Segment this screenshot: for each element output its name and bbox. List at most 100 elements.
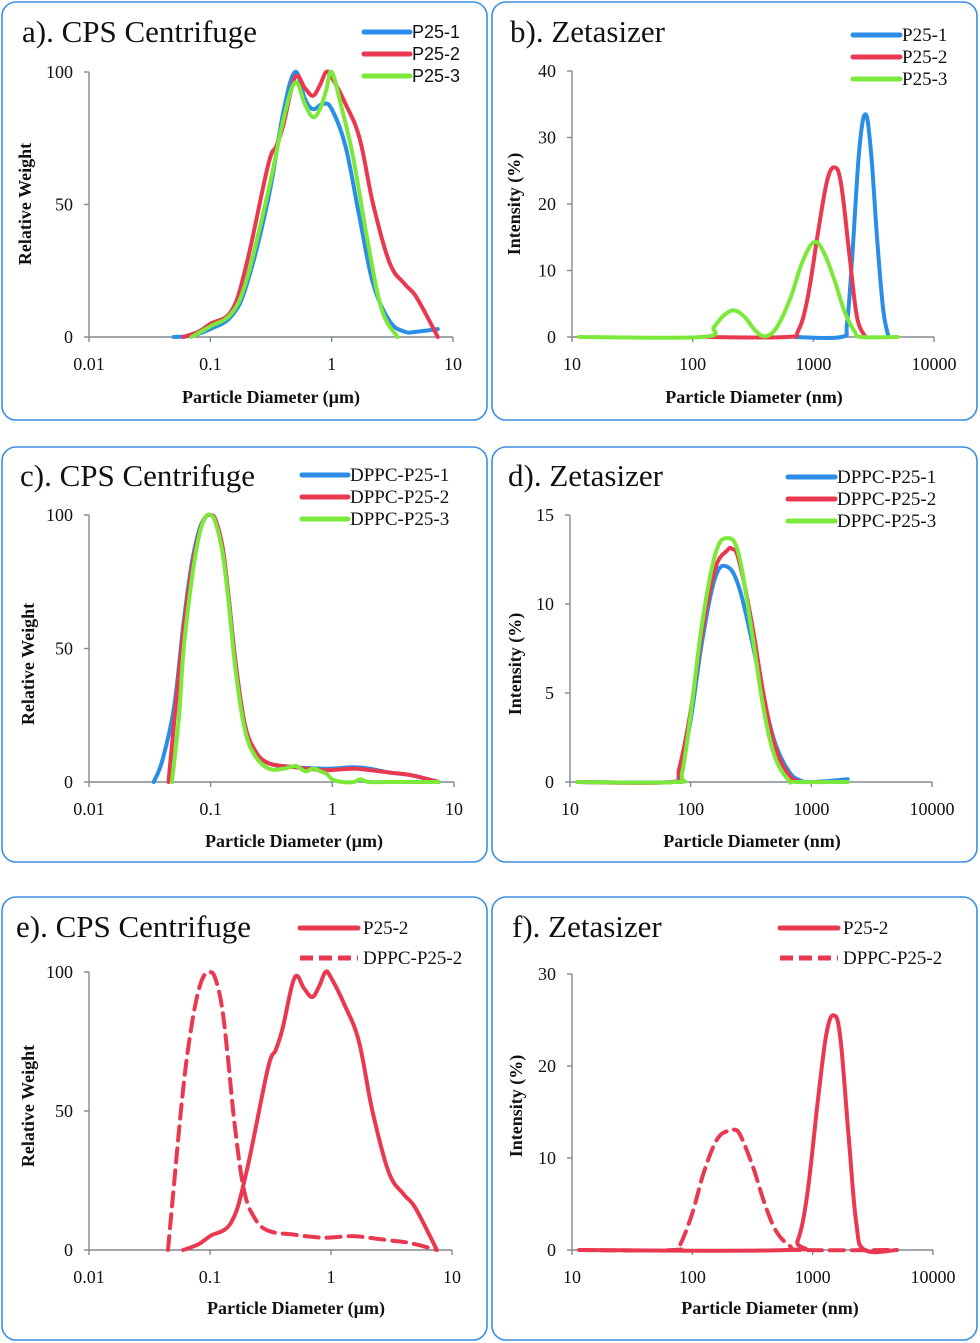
y-tick-label: 10: [538, 1148, 556, 1168]
x-axis-label: Particle Diameter (nm): [681, 1298, 859, 1319]
x-tick-label: 10000: [911, 1267, 956, 1287]
legend-label: P25-2: [363, 918, 408, 939]
y-tick-label: 0: [64, 327, 73, 347]
panel-title: f). Zetasizer: [512, 909, 662, 944]
x-tick-label: 0.1: [199, 354, 222, 374]
y-tick-label: 50: [55, 639, 73, 659]
legend-label: DPPC-P25-2: [843, 948, 942, 969]
y-tick-label: 30: [538, 964, 556, 984]
x-tick-label: 10000: [912, 354, 957, 374]
x-tick-label: 1000: [795, 354, 831, 374]
y-axis-label: Relative Weight: [18, 603, 38, 725]
x-tick-label: 10: [444, 354, 462, 374]
x-tick-label: 1: [328, 799, 337, 819]
y-tick-label: 50: [55, 195, 73, 215]
legend-label: DPPC-P25-2: [363, 948, 462, 969]
x-tick-label: 0.01: [73, 799, 105, 819]
x-axis-label: Particle Diameter (µm): [205, 831, 383, 852]
y-tick-label: 100: [46, 62, 73, 82]
x-axis-label: Particle Diameter (µm): [207, 1298, 385, 1319]
legend-label: DPPC-P25-1: [837, 467, 936, 488]
series-line-p25-2: [704, 165, 868, 340]
y-axis-label: Relative Weight: [15, 143, 35, 265]
y-tick-label: 10: [538, 261, 556, 281]
legend: P25-2 DPPC-P25-2: [777, 918, 942, 969]
x-tick-label: 10: [561, 799, 579, 819]
panel-title: b). Zetasizer: [510, 14, 666, 49]
x-tick-label: 1: [327, 1267, 336, 1287]
series-line-p25-3: [577, 239, 900, 340]
legend-label: P25-3: [902, 69, 947, 90]
legend-label: DPPC-P25-3: [350, 509, 449, 530]
x-tick-label: 1: [327, 354, 336, 374]
x-tick-label: 1000: [795, 1267, 831, 1287]
plot-area: 0 10 20 30 10 100 1000 10000 P25-2 DPPC-P25-2: [538, 918, 956, 1287]
y-axis-label: Intensity (%): [504, 153, 525, 256]
panel-border: [1, 446, 488, 863]
x-tick-label: 0.1: [199, 1267, 222, 1287]
y-axis-label: Intensity (%): [505, 613, 526, 716]
y-tick-label: 20: [538, 1056, 556, 1076]
y-axis-label: Intensity (%): [506, 1055, 527, 1158]
panel-f: f). Zetasizer 0 10 20 30 10 100 1000 10000 P25-2…: [491, 896, 978, 1341]
y-tick-label: 0: [64, 1240, 73, 1260]
x-tick-label: 100: [677, 799, 704, 819]
series-line-p25-2: [181, 969, 439, 1252]
y-tick-label: 50: [55, 1101, 73, 1121]
x-tick-label: 10: [443, 1267, 461, 1287]
panel-title: e). CPS Centrifuge: [16, 909, 251, 944]
y-tick-label: 30: [538, 128, 556, 148]
x-tick-label: 10: [563, 354, 581, 374]
legend-label: P25-1: [902, 25, 947, 46]
legend-label: DPPC-P25-2: [350, 487, 449, 508]
y-axis-label: Relative Weight: [18, 1045, 38, 1167]
x-tick-label: 0.01: [73, 1267, 105, 1287]
y-tick-label: 15: [536, 505, 554, 525]
x-axis-label: Particle Diameter (nm): [665, 387, 843, 408]
legend-label: P25-2: [902, 47, 947, 68]
panel-d: d). Zetasizer 0 5 10 15 10 100 1000 10000 DPPC-P…: [491, 446, 978, 863]
legend-label: P25-2: [412, 44, 460, 64]
y-tick-label: 0: [64, 772, 73, 792]
x-tick-label: 100: [679, 354, 706, 374]
panel-title: a). CPS Centrifuge: [22, 14, 257, 49]
series-line-p25-1: [792, 112, 891, 341]
x-tick-label: 0.1: [199, 799, 222, 819]
y-tick-label: 0: [547, 1240, 556, 1260]
y-tick-label: 10: [536, 594, 554, 614]
legend-label: P25-1: [412, 22, 460, 42]
y-tick-label: 100: [46, 505, 73, 525]
y-tick-label: 40: [538, 61, 556, 81]
legend-label: P25-3: [412, 66, 460, 86]
panel-e: e). CPS Centrifuge 0 50 100 0.01 0.1 1 10 P25-2…: [1, 896, 488, 1341]
x-axis-label: Particle Diameter (nm): [663, 831, 841, 852]
series-line-dppc-p25-2: [577, 1126, 899, 1253]
series-line-p25-3: [189, 69, 400, 339]
panel-a: a). CPS Centrifuge 0 50 100 0.01 0.1 1 10 P25-1…: [1, 1, 488, 421]
x-tick-label: 0.01: [73, 354, 105, 374]
series-line-dppc-p25-2: [575, 545, 802, 785]
plot-area: 0 50 100 0.01 0.1 1 10 P25-2 DPPC-P25-2: [46, 918, 462, 1287]
x-tick-label: 10: [445, 799, 463, 819]
y-tick-label: 100: [46, 962, 73, 982]
panel-c: c). CPS Centrifuge 0 50 100 0.01 0.1 1 10 DPPC-…: [1, 446, 488, 863]
x-tick-label: 100: [679, 1267, 706, 1287]
legend-label: DPPC-P25-3: [837, 511, 936, 532]
legend: P25-2 DPPC-P25-2: [297, 918, 462, 969]
series-line-dppc-p25-2: [166, 969, 439, 1252]
x-axis-label: Particle Diameter (µm): [182, 387, 360, 408]
x-tick-label: 10: [563, 1267, 581, 1287]
plot-area: 0 50 100 0.01 0.1 1 10 DPPC-P25-1DPPC-P25-2DPPC…: [46, 465, 463, 819]
series-line-p25-2: [181, 69, 440, 339]
series-line-p25-2: [577, 1013, 899, 1255]
legend-label: P25-2: [843, 918, 888, 939]
panel-border: [1, 896, 488, 1341]
legend-label: DPPC-P25-2: [837, 489, 936, 510]
series-line-dppc-p25-3: [169, 512, 441, 785]
